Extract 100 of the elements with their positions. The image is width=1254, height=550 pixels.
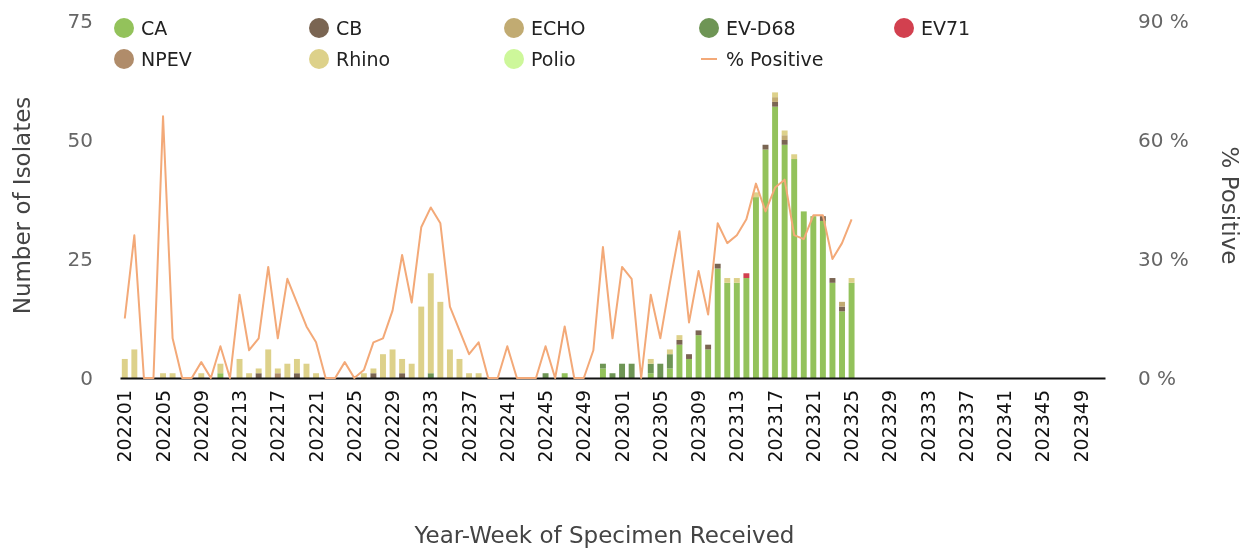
bar bbox=[724, 282, 731, 378]
y-tick-label: 75 bbox=[67, 8, 93, 33]
x-tick-label: 202229 bbox=[381, 390, 404, 463]
bar bbox=[427, 273, 434, 374]
bar bbox=[676, 339, 683, 345]
legend-label: EV-D68 bbox=[726, 16, 796, 39]
y-tick-label: 25 bbox=[67, 246, 93, 271]
x-tick-label: 202217 bbox=[266, 390, 289, 463]
bar bbox=[619, 363, 626, 378]
bar bbox=[284, 363, 291, 378]
bar bbox=[772, 101, 779, 107]
bar bbox=[695, 335, 702, 378]
bar bbox=[217, 373, 224, 378]
bar bbox=[293, 373, 300, 378]
bar bbox=[647, 358, 654, 364]
x-tick-label: 202241 bbox=[495, 390, 518, 463]
bar bbox=[265, 349, 272, 378]
y-axis-title: Number of Isolates bbox=[9, 96, 35, 315]
y2-tick-label: 30 % bbox=[1138, 246, 1189, 271]
x-tick-label: 202213 bbox=[228, 390, 251, 463]
x-tick-label: 202333 bbox=[916, 390, 939, 463]
bar bbox=[475, 373, 482, 378]
bar bbox=[561, 373, 568, 378]
bar bbox=[714, 263, 721, 269]
x-tick-label: 202317 bbox=[763, 390, 786, 463]
bar bbox=[839, 311, 845, 378]
legend-label: ECHO bbox=[531, 16, 586, 39]
bar bbox=[360, 373, 367, 378]
bar bbox=[427, 373, 434, 378]
bar bbox=[772, 97, 779, 102]
x-tick-label: 202341 bbox=[993, 390, 1016, 463]
bar bbox=[466, 373, 473, 378]
bar bbox=[810, 216, 817, 378]
bar bbox=[666, 368, 673, 378]
bar bbox=[370, 368, 377, 374]
bar bbox=[666, 349, 673, 355]
x-axis-title: Year-Week of Specimen Received bbox=[413, 522, 795, 548]
bar bbox=[293, 358, 300, 374]
bar bbox=[819, 220, 826, 378]
x-tick-label: 202349 bbox=[1069, 390, 1092, 463]
y2-tick-label: 60 % bbox=[1138, 127, 1189, 152]
bar bbox=[313, 373, 320, 378]
bar bbox=[781, 140, 788, 145]
bar bbox=[781, 135, 788, 140]
x-tick-label: 202321 bbox=[801, 390, 824, 463]
bar bbox=[676, 335, 683, 340]
bar bbox=[599, 368, 606, 378]
bar bbox=[274, 368, 281, 374]
x-tick-label: 202205 bbox=[151, 390, 174, 463]
bar bbox=[800, 211, 807, 378]
bar bbox=[236, 358, 243, 378]
bar bbox=[437, 301, 444, 378]
x-tick-label: 202233 bbox=[419, 390, 442, 463]
y-tick-label: 50 bbox=[67, 127, 93, 152]
bar bbox=[666, 354, 673, 369]
x-tick-label: 202325 bbox=[840, 390, 863, 463]
bar bbox=[255, 368, 262, 374]
x-tick-label: 202245 bbox=[534, 390, 557, 463]
bar bbox=[743, 278, 750, 378]
bar bbox=[752, 197, 759, 378]
bar bbox=[628, 363, 635, 378]
bar bbox=[791, 159, 798, 378]
bar bbox=[121, 358, 128, 378]
bar bbox=[772, 92, 779, 98]
legend-label: Rhino bbox=[336, 47, 391, 70]
x-tick-label: 202345 bbox=[1031, 390, 1054, 463]
bar bbox=[370, 373, 377, 378]
bar bbox=[408, 363, 415, 378]
x-tick-label: 202305 bbox=[648, 390, 671, 463]
bar bbox=[705, 349, 712, 378]
bar bbox=[733, 278, 740, 283]
bar bbox=[781, 144, 788, 378]
x-tick-label: 202329 bbox=[878, 390, 901, 463]
x-tick-label: 202209 bbox=[189, 390, 212, 463]
bar bbox=[829, 282, 836, 378]
legend-label: EV71 bbox=[921, 16, 971, 39]
x-tick-label: 202237 bbox=[457, 390, 480, 463]
bar bbox=[848, 282, 855, 378]
y-tick-label: 0 bbox=[80, 365, 93, 390]
bar bbox=[686, 354, 692, 359]
legend-label: Polio bbox=[531, 47, 576, 70]
bar bbox=[781, 130, 788, 136]
x-tick-label: 202313 bbox=[725, 390, 748, 463]
bar bbox=[733, 282, 740, 378]
x-tick-label: 202309 bbox=[687, 390, 710, 463]
y2-tick-label: 90 % bbox=[1138, 8, 1189, 33]
x-tick-label: 202225 bbox=[342, 390, 365, 463]
bar bbox=[217, 363, 224, 374]
bar bbox=[657, 363, 664, 378]
bar bbox=[131, 349, 138, 378]
bar bbox=[686, 358, 692, 378]
bar bbox=[446, 349, 453, 378]
bar bbox=[724, 278, 731, 283]
bar bbox=[714, 268, 721, 378]
bar bbox=[848, 278, 855, 283]
bar bbox=[380, 354, 386, 378]
x-tick-label: 202221 bbox=[304, 390, 327, 463]
bar bbox=[274, 373, 281, 378]
bar bbox=[791, 154, 798, 160]
bar bbox=[255, 373, 262, 378]
